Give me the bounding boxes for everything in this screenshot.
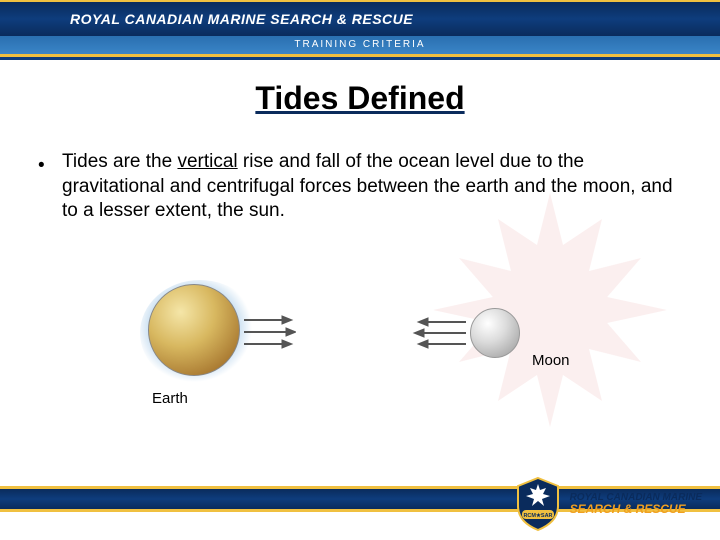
logo-badge-text: RCM★SAR [523,512,552,519]
tides-diagram: Earth Moon [140,280,580,420]
logo-line2: SEARCH & RESCUE [570,503,702,516]
bullet-text: Tides are the vertical rise and fall of … [62,150,682,224]
bullet-marker: • [38,154,45,179]
bullet-underlined: vertical [177,151,237,172]
header-bar: ROYAL CANADIAN MARINE SEARCH & RESCUE [0,0,720,38]
moon-arrows [412,316,468,350]
moon-sphere [470,308,520,358]
logo-text: ROYAL CANADIAN MARINE SEARCH & RESCUE [570,492,702,516]
moon-label: Moon [532,352,570,369]
footer-logo: RCM★SAR ROYAL CANADIAN MARINE SEARCH & R… [514,476,702,532]
earth-arrows [242,314,296,350]
bullet-pre: Tides are the [62,151,177,172]
bullet-paragraph: • Tides are the vertical rise and fall o… [38,150,682,224]
blue-divider [0,57,720,60]
header-title: ROYAL CANADIAN MARINE SEARCH & RESCUE [70,11,413,27]
earth-label: Earth [152,390,188,407]
earth-sphere [148,284,240,376]
header-subtitle: TRAINING CRITERIA [0,36,720,54]
logo-shield-icon: RCM★SAR [514,476,562,532]
slide-title: Tides Defined [0,80,720,117]
